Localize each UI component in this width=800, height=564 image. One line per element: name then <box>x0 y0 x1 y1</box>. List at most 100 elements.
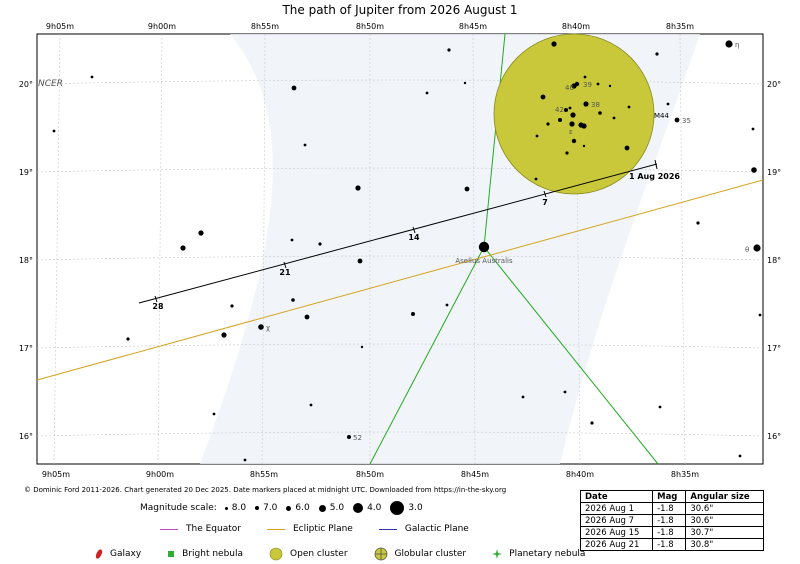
magnitude-dot-icon <box>318 504 326 512</box>
table-header: Angular size <box>685 490 764 503</box>
cluster-star-label-38: 38 <box>591 101 600 109</box>
ra-tick-bottom: 8h50m <box>356 470 384 479</box>
legend-galaxy: Galaxy <box>95 548 141 560</box>
ra-tick-bottom: 9h05m <box>42 470 70 479</box>
star-label-52: 52 <box>353 434 362 442</box>
dec-tick-left: 18° <box>19 256 33 265</box>
ra-tick-top: 8h40m <box>562 22 590 31</box>
ra-tick-bottom: 8h45m <box>461 470 489 479</box>
asellus-australis-star[interactable] <box>478 241 490 253</box>
path-marker-14-tick <box>412 226 416 234</box>
dec-axis-right: 20° 19° 18° 17° 16° <box>767 80 781 441</box>
cluster-star-label-40: 40 <box>565 84 574 92</box>
ra-tick-top: 9h05m <box>46 22 74 31</box>
planetary-nebula-icon <box>492 549 503 559</box>
magnitude-dot-icon <box>390 501 405 515</box>
cluster-star-label-39: 39 <box>583 81 592 89</box>
globular-cluster-icon <box>374 547 387 561</box>
cluster-star-label-42: 42 <box>555 106 564 114</box>
credit-text: © Dominic Ford 2011-2026. Chart generate… <box>24 486 507 494</box>
asellus-australis-label: Asellus Australis <box>455 257 513 265</box>
path-start-label: 1 Aug 2026 <box>629 172 680 181</box>
path-marker-28-tick <box>154 295 158 303</box>
star-label-chi: χ <box>266 324 270 332</box>
dec-axis-left: 20° 19° 18° 17° 16° <box>19 80 33 441</box>
ra-tick-bottom: 8h40m <box>566 470 594 479</box>
galactic-line-icon <box>378 528 397 530</box>
star-label-theta: θ <box>745 246 749 254</box>
table-row: 2026 Aug 7 -1.8 30.6" <box>579 514 764 527</box>
line-legend: The Equator Ecliptic Plane Galactic Plan… <box>160 524 495 534</box>
magnitude-dot-icon <box>224 506 228 510</box>
dec-tick-left: 19° <box>19 168 33 177</box>
legend-galactic: Galactic Plane <box>378 524 469 534</box>
ra-tick-top: 8h50m <box>356 22 384 31</box>
ra-axis-bottom: 9h05m 9h00m 8h55m 8h50m 8h45m 8h40m 8h35… <box>42 470 699 479</box>
m44-label: M44 <box>654 112 669 120</box>
table-header: Mag <box>652 490 687 503</box>
dec-tick-left: 20° <box>19 80 33 89</box>
star-label-35: 35 <box>682 117 691 125</box>
magnitude-item: 4.0 <box>353 503 381 513</box>
path-marker-21-tick <box>283 261 287 269</box>
ra-tick-top: 8h35m <box>666 22 694 31</box>
path-start-tick <box>654 159 658 170</box>
magnitude-dot-icon <box>255 506 260 510</box>
cluster-star-label-epsilon: ε <box>569 128 573 136</box>
constellation-label: NCER <box>38 79 63 89</box>
star-label-eta: η <box>735 41 739 49</box>
path-marker-28: 28 <box>152 302 164 311</box>
magnitude-item: 6.0 <box>286 503 310 513</box>
legend-planetary-nebula: Planetary nebula <box>492 549 585 559</box>
path-marker-7-tick <box>543 190 547 198</box>
magnitude-item: 7.0 <box>255 503 277 513</box>
dec-tick-left: 17° <box>19 344 33 353</box>
jupiter-data-table: Date Mag Angular size 2026 Aug 1 -1.8 30.6… <box>579 490 764 551</box>
ra-tick-top: 9h00m <box>148 22 176 31</box>
dec-tick-right: 17° <box>767 344 781 353</box>
legend-open-cluster: Open cluster <box>269 547 348 561</box>
ra-tick-bottom: 8h55m <box>250 470 278 479</box>
bright-nebula-icon <box>168 551 175 557</box>
dec-tick-right: 16° <box>767 432 781 441</box>
table-row: 2026 Aug 15 -1.8 30.7" <box>579 526 764 539</box>
dec-tick-right: 19° <box>767 168 781 177</box>
ra-tick-top: 8h55m <box>251 22 279 31</box>
magnitude-dot-icon <box>353 503 364 513</box>
ra-tick-bottom: 8h35m <box>671 470 699 479</box>
object-legend: Galaxy Bright nebula Open cluster Globul… <box>95 547 611 561</box>
dec-tick-right: 20° <box>767 80 781 89</box>
sky-chart: The path of Jupiter from 2026 August 1 <box>19 3 781 479</box>
chart-title: The path of Jupiter from 2026 August 1 <box>281 3 517 17</box>
magnitude-item: 3.0 <box>390 501 423 515</box>
legend-bright-nebula: Bright nebula <box>167 549 243 559</box>
coordinate-grid <box>36 33 764 465</box>
magnitude-item: 8.0 <box>224 503 246 513</box>
open-cluster-icon <box>269 547 283 561</box>
path-marker-21: 21 <box>279 268 291 277</box>
ra-axis-top: 9h05m 9h00m 8h55m 8h50m 8h45m 8h40m 8h35… <box>46 22 694 31</box>
ecliptic-line-icon <box>266 528 285 530</box>
magnitude-scale: Magnitude scale: 8.0 7.0 6.0 5.0 4.0 3.0 <box>140 500 432 516</box>
equator-line-icon <box>160 528 178 530</box>
table-row: 2026 Aug 1 -1.8 30.6" <box>579 502 764 515</box>
ra-tick-bottom: 9h00m <box>146 470 174 479</box>
table-row: 2026 Aug 21 -1.8 30.8" <box>579 538 764 551</box>
galaxy-icon <box>95 549 103 559</box>
legend-equator: The Equator <box>160 524 241 534</box>
jupiter-path <box>138 163 658 304</box>
magnitude-scale-label: Magnitude scale: <box>140 503 217 513</box>
star-field <box>52 40 762 462</box>
magnitude-dot-icon <box>286 505 292 511</box>
legend-ecliptic: Ecliptic Plane <box>266 524 353 534</box>
ra-tick-top: 8h45m <box>459 22 487 31</box>
path-marker-7: 7 <box>542 198 548 207</box>
legend-globular-cluster: Globular cluster <box>374 547 466 561</box>
dec-tick-left: 16° <box>19 432 33 441</box>
table-header-row: Date Mag Angular size <box>579 490 764 503</box>
magnitude-item: 5.0 <box>318 503 344 513</box>
dec-tick-right: 18° <box>767 256 781 265</box>
table-header: Date <box>579 490 654 503</box>
ecliptic-line <box>36 179 764 381</box>
path-marker-14: 14 <box>408 233 420 242</box>
